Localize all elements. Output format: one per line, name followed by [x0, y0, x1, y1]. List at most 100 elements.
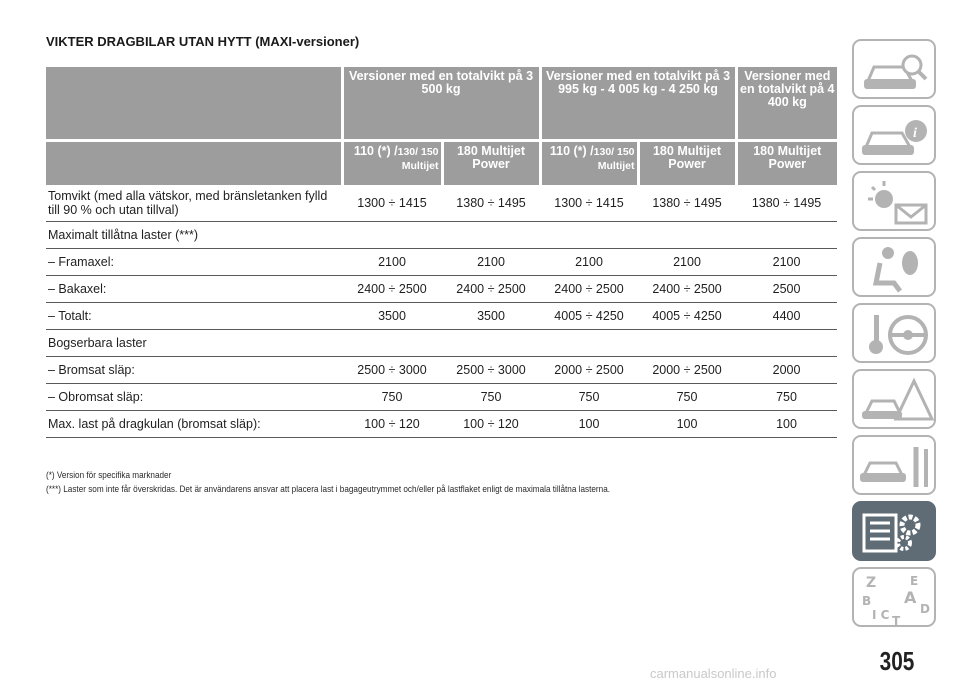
page-title: VIKTER DRAGBILAR UTAN HYTT (MAXI-version… — [46, 34, 360, 49]
warning-lights-icon — [868, 181, 928, 225]
row-value: 750 — [540, 383, 639, 411]
row-value: 2100 — [638, 248, 737, 276]
footnote-load: (***) Laster som inte får överskridas. D… — [46, 484, 611, 495]
header-group-4005: Versioner med en totalvikt på 3 995 kg -… — [538, 67, 737, 141]
car-tools-icon — [860, 447, 928, 487]
airbag-seat-icon — [872, 247, 918, 293]
row-value: 2400 ÷ 2500 — [540, 275, 639, 303]
row-label: Maximalt tillåtna laster (***) — [46, 221, 342, 249]
row-label: – Obromsat släp: — [46, 383, 342, 411]
row-value — [342, 221, 442, 249]
header-engine-1: 110 (*) /130/ 150 Multijet — [340, 139, 442, 185]
row-value: 750 — [342, 383, 442, 411]
row-value — [638, 329, 737, 357]
row-value: 2100 — [736, 248, 838, 276]
row-value: 2000 ÷ 2500 — [540, 356, 639, 384]
row-value: 750 — [736, 383, 838, 411]
tab-car-search[interactable] — [852, 39, 936, 99]
row-value: 2000 ÷ 2500 — [638, 356, 737, 384]
svg-text:D: D — [920, 602, 930, 616]
technical-data-icon — [862, 513, 921, 553]
row-value — [442, 221, 541, 249]
weights-table: Versioner med en totalvikt på 3 500 kg V… — [46, 67, 838, 438]
header-engine-2: 180 Multijet Power — [440, 139, 541, 185]
table-row: Bogserbara laster — [46, 329, 838, 357]
table-row: Maximalt tillåtna laster (***) — [46, 221, 838, 249]
row-label: – Totalt: — [46, 302, 342, 330]
row-value: 2500 ÷ 3000 — [442, 356, 541, 384]
row-value: 100 — [540, 410, 639, 438]
row-value: 2100 — [342, 248, 442, 276]
svg-text:i: i — [913, 126, 917, 141]
row-value — [442, 329, 541, 357]
header-group-3500: Versioner med en totalvikt på 3 500 kg — [340, 67, 541, 141]
row-value: 2400 ÷ 2500 — [442, 275, 541, 303]
row-value: 3500 — [342, 302, 442, 330]
watermark: carmanualsonline.info — [650, 666, 777, 681]
row-value: 2000 — [736, 356, 838, 384]
row-label: – Bakaxel: — [46, 275, 342, 303]
row-value: 1380 ÷ 1495 — [442, 185, 541, 222]
tab-warning-lights[interactable] — [852, 171, 936, 231]
header-blank — [46, 67, 342, 141]
steering-key-icon — [869, 315, 928, 355]
footnote-version: (*) Version för specifika marknader — [46, 470, 172, 481]
header-engine-5: 180 Multijet Power — [734, 139, 838, 185]
row-value: 2500 — [736, 275, 838, 303]
row-label: – Framaxel: — [46, 248, 342, 276]
row-value: 2400 ÷ 2500 — [638, 275, 737, 303]
tab-car-tools[interactable] — [852, 435, 936, 495]
car-info-icon: i — [862, 120, 927, 155]
svg-text:Z: Z — [866, 575, 876, 591]
row-value: 2100 — [540, 248, 639, 276]
row-value: 4400 — [736, 302, 838, 330]
alphabetical-index-icon: Z E B A I C D T — [862, 574, 930, 628]
row-value — [342, 329, 442, 357]
row-value: 1300 ÷ 1415 — [540, 185, 639, 222]
row-label: Max. last på dragkulan (bromsat släp): — [46, 410, 342, 438]
table-row: – Bakaxel: 2400 ÷ 2500 2400 ÷ 2500 2400 ÷ 2… — [46, 275, 838, 303]
row-value: 100 — [638, 410, 737, 438]
row-value: 1300 ÷ 1415 — [342, 185, 442, 222]
row-value — [736, 329, 838, 357]
row-label: – Bromsat släp: — [46, 356, 342, 384]
header-blank-2 — [46, 139, 342, 185]
svg-text:B: B — [862, 594, 871, 608]
tab-airbag-seat[interactable] — [852, 237, 936, 297]
row-value — [540, 221, 639, 249]
svg-text:T: T — [892, 614, 901, 628]
header-group-4400: Versioner med en totalvikt på 4 400 kg — [734, 67, 838, 141]
row-value: 4005 ÷ 4250 — [540, 302, 639, 330]
row-label: Bogserbara laster — [46, 329, 342, 357]
tab-index[interactable]: Z E B A I C D T — [852, 567, 936, 628]
row-value: 2100 — [442, 248, 541, 276]
row-value — [736, 221, 838, 249]
row-label: Tomvikt (med alla vätskor, med bränsleta… — [46, 185, 342, 222]
row-value: 100 ÷ 120 — [342, 410, 442, 438]
svg-text:E: E — [910, 574, 918, 588]
row-value: 4005 ÷ 4250 — [638, 302, 737, 330]
tab-steering-key[interactable] — [852, 303, 936, 363]
header-engine-3: 110 (*) /130/ 150 Multijet — [538, 139, 639, 185]
tab-car-info[interactable]: i — [852, 105, 936, 165]
row-value: 750 — [442, 383, 541, 411]
svg-text:I C: I C — [872, 608, 890, 622]
header-row-groups: Versioner med en totalvikt på 3 500 kg V… — [46, 67, 838, 141]
row-value: 3500 — [442, 302, 541, 330]
table-row: Max. last på dragkulan (bromsat släp): 10… — [46, 410, 838, 438]
tab-car-warning[interactable] — [852, 369, 936, 429]
table-row: – Bromsat släp: 2500 ÷ 3000 2500 ÷ 3000 200… — [46, 356, 838, 384]
row-value: 2500 ÷ 3000 — [342, 356, 442, 384]
row-value: 2400 ÷ 2500 — [342, 275, 442, 303]
svg-text:A: A — [904, 588, 917, 607]
tab-technical-data[interactable] — [852, 501, 936, 561]
table-row: – Framaxel: 2100 2100 2100 2100 2100 — [46, 248, 838, 276]
car-search-icon — [864, 54, 928, 89]
row-value: 1380 ÷ 1495 — [638, 185, 737, 222]
header-engine-4: 180 Multijet Power — [636, 139, 737, 185]
row-value: 100 — [736, 410, 838, 438]
table-row: – Totalt: 3500 3500 4005 ÷ 4250 4005 ÷ 4250 4… — [46, 302, 838, 330]
table-row: – Obromsat släp: 750 750 750 750 750 — [46, 383, 838, 411]
car-warning-triangle-icon — [862, 377, 935, 421]
row-value — [638, 221, 737, 249]
